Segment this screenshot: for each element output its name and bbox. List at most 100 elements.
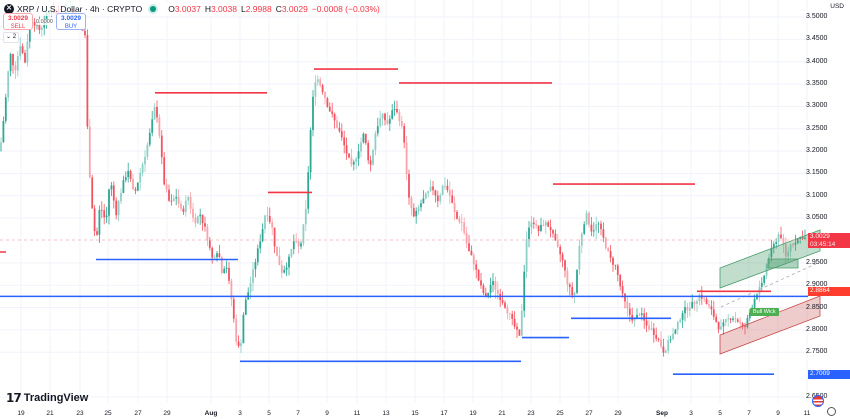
candle [324, 91, 326, 105]
x-tick-label: 13 [382, 410, 390, 417]
candle [117, 199, 120, 222]
candle [792, 242, 794, 248]
candle [196, 215, 199, 225]
candle [283, 265, 286, 274]
candle [256, 244, 259, 266]
candle [727, 313, 730, 327]
candle [748, 309, 751, 322]
candle [465, 227, 468, 248]
low-label: L [240, 4, 246, 14]
us-flag-event-icon[interactable] [812, 395, 824, 407]
candle [379, 110, 382, 129]
x-tick-label: 17 [440, 410, 448, 417]
x-tick-label: 27 [585, 410, 593, 417]
candle [252, 262, 254, 292]
candle [300, 241, 302, 250]
candle [290, 248, 293, 258]
candle [206, 223, 209, 246]
candle [201, 214, 204, 231]
candle [312, 90, 314, 137]
candle [328, 102, 331, 113]
change-value: −0.0008 (−0.03%) [311, 4, 380, 14]
sell-button[interactable]: 3.0029 SELL [3, 13, 33, 30]
candle [19, 37, 22, 61]
candle [446, 179, 449, 193]
candle [156, 100, 158, 123]
symbol-title[interactable]: XRP / U.S. Dollar · 4h · CRYPTO [17, 4, 143, 14]
open-label: O [168, 4, 175, 14]
candle [108, 188, 110, 225]
candle [350, 148, 353, 167]
collapse-indicators-button[interactable]: ⌄ 2 [3, 32, 20, 43]
dashed-line [720, 261, 821, 308]
candle [532, 217, 535, 229]
candle [621, 280, 624, 298]
candle [451, 189, 454, 204]
tag-value: 2.7009 [810, 370, 830, 378]
candle [314, 75, 317, 106]
candle [232, 295, 235, 323]
candle [326, 96, 329, 108]
candle [616, 263, 619, 282]
candle [218, 244, 221, 258]
candle [544, 220, 547, 234]
bull-wick-label[interactable]: Bull Wick [750, 308, 779, 316]
candle [535, 219, 538, 229]
candle [208, 237, 211, 251]
candle [268, 207, 271, 225]
y-tick-label: 2.9000 [806, 281, 828, 289]
candle [794, 234, 797, 251]
candle [355, 156, 358, 170]
candle [88, 118, 91, 179]
candle [321, 83, 324, 95]
buy-button[interactable]: 3.0029 BUY [56, 13, 86, 30]
candle [124, 171, 127, 183]
candle [693, 300, 696, 311]
candle [530, 215, 533, 235]
spread-value: 0.0000 [36, 19, 53, 25]
candle [700, 286, 703, 305]
candle [549, 219, 552, 238]
settings-gear-icon[interactable] [827, 407, 836, 416]
candle [362, 132, 365, 144]
x-tick-label: 9 [325, 410, 329, 417]
candle [664, 349, 667, 354]
candle [9, 52, 12, 77]
candle [796, 238, 799, 245]
tradingview-logo[interactable]: 𝟭𝟳 TradingView [6, 391, 88, 405]
candle [376, 117, 379, 137]
x-tick-label: 23 [527, 410, 535, 417]
candle [408, 169, 410, 205]
candle [525, 231, 528, 279]
candle [638, 312, 641, 317]
candle [168, 184, 170, 202]
candle [520, 303, 523, 337]
x-tick-label: 29 [614, 410, 622, 417]
open-value: 3.0037 [174, 4, 201, 14]
currency-selector[interactable]: USD [830, 3, 844, 10]
candle [552, 229, 554, 238]
candle [489, 277, 492, 298]
y-tick-label: 3.2000 [806, 147, 828, 155]
y-tick-label: 2.9500 [806, 258, 828, 266]
candle [463, 217, 466, 236]
candle [405, 135, 408, 181]
x-tick-label: 5 [267, 410, 271, 417]
candle [424, 191, 427, 200]
candle [237, 335, 240, 348]
candle [136, 182, 139, 192]
candle [780, 226, 782, 239]
candle [129, 169, 132, 182]
candle [4, 93, 7, 124]
candle [348, 153, 350, 159]
candle [285, 262, 288, 277]
candle [516, 322, 518, 339]
candle [110, 181, 113, 197]
candle [309, 127, 312, 180]
candle [180, 200, 182, 211]
candle [686, 302, 689, 318]
candle [448, 181, 451, 204]
candle [372, 148, 374, 166]
candle [717, 321, 720, 334]
